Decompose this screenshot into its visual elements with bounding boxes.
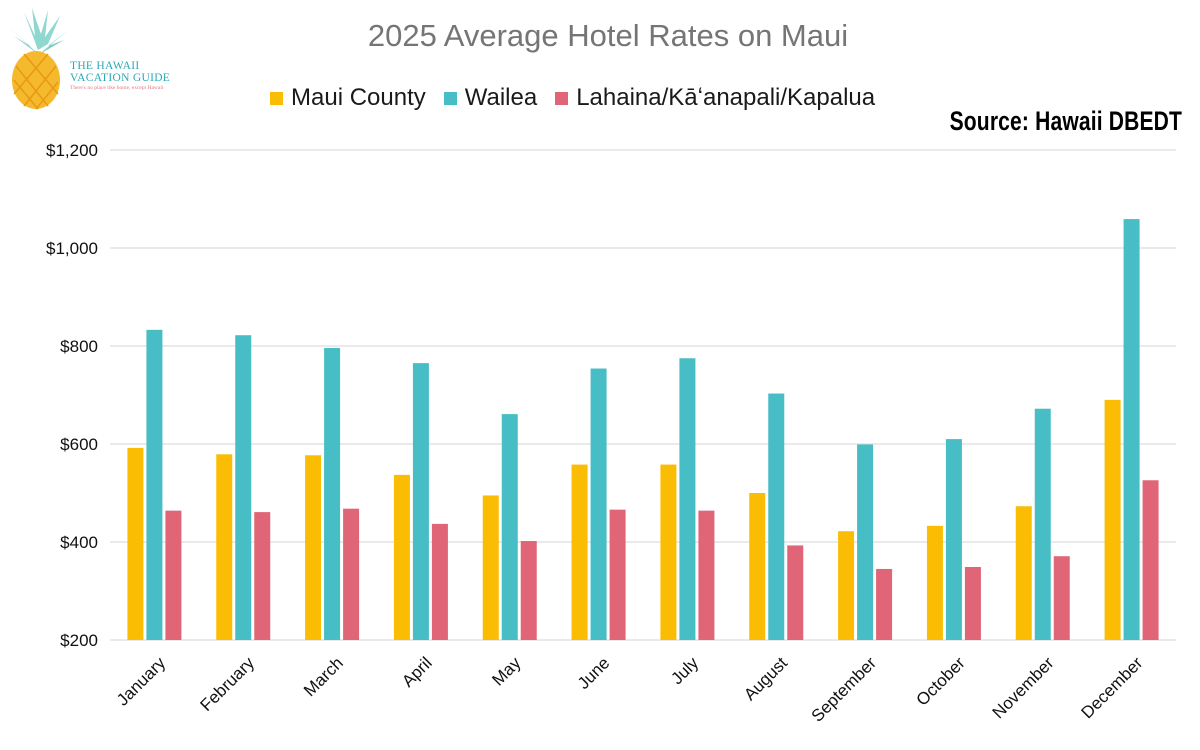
x-tick-label: November — [989, 653, 1058, 722]
y-tick-label: $400 — [60, 533, 98, 552]
x-tick-label: March — [300, 653, 347, 700]
bar — [1124, 219, 1140, 640]
bar — [324, 348, 340, 640]
y-tick-label: $200 — [60, 631, 98, 650]
bar — [610, 510, 626, 640]
bar — [876, 569, 892, 640]
y-tick-label: $1,000 — [46, 239, 98, 258]
bar — [1105, 400, 1121, 640]
bar — [1054, 556, 1070, 640]
x-tick-label: August — [740, 653, 791, 704]
y-tick-label: $600 — [60, 435, 98, 454]
bar — [394, 475, 410, 640]
x-tick-label: February — [197, 653, 259, 715]
bar — [660, 465, 676, 640]
bar — [432, 524, 448, 640]
bar — [787, 545, 803, 640]
x-tick-label: September — [808, 653, 880, 725]
bar — [1143, 480, 1159, 640]
x-tick-label: January — [113, 653, 170, 710]
bar — [502, 414, 518, 640]
y-tick-label: $1,200 — [46, 141, 98, 160]
bar — [768, 394, 784, 640]
bar — [216, 454, 232, 640]
bar — [591, 369, 607, 640]
bar — [235, 335, 251, 640]
bar — [927, 526, 943, 640]
bar — [343, 509, 359, 640]
bar — [857, 444, 873, 640]
bar — [572, 465, 588, 640]
bar — [521, 541, 537, 640]
x-tick-label: May — [488, 653, 524, 689]
bar — [413, 363, 429, 640]
bar — [254, 512, 270, 640]
bar — [965, 567, 981, 640]
bar — [1016, 506, 1032, 640]
bar — [165, 511, 181, 640]
bar — [838, 531, 854, 640]
bar — [698, 511, 714, 640]
bar — [483, 495, 499, 640]
x-tick-label: December — [1078, 653, 1147, 722]
bar — [946, 439, 962, 640]
x-tick-label: October — [913, 653, 969, 709]
x-tick-label: June — [574, 653, 614, 693]
bar — [1035, 409, 1051, 640]
bar — [749, 493, 765, 640]
bar — [146, 330, 162, 640]
bar — [305, 455, 321, 640]
bar — [679, 358, 695, 640]
x-tick-label: April — [398, 653, 435, 690]
y-tick-label: $800 — [60, 337, 98, 356]
x-tick-label: July — [667, 653, 702, 688]
bar — [127, 448, 143, 640]
